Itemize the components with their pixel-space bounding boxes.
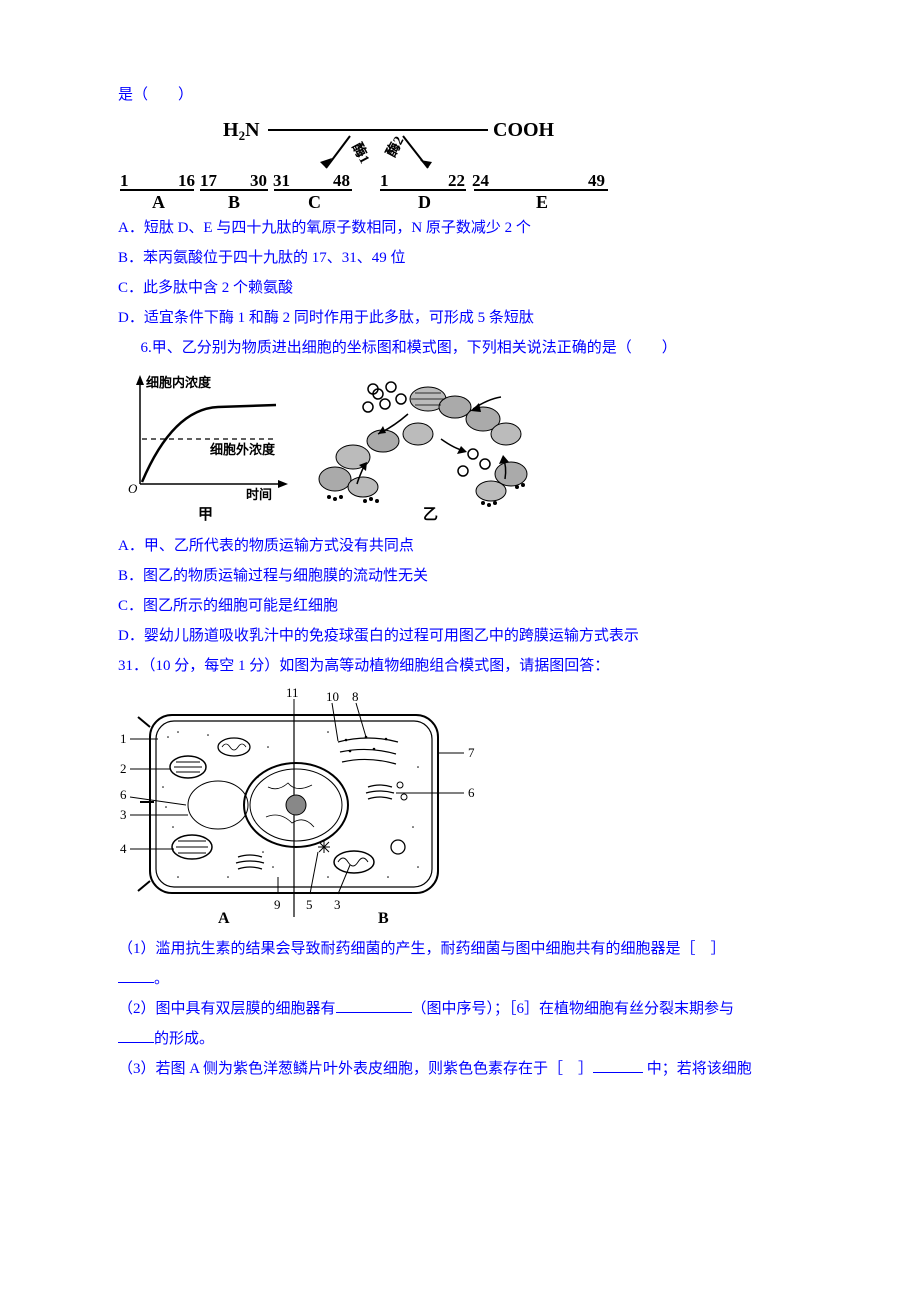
q31-part3: （3）若图 A 侧为紫色洋葱鳞片叶外表皮细胞，则紫色色素存在于［ ］ 中；若将该… <box>118 1054 800 1084</box>
q5-stem-tail: 是（ ） <box>118 80 800 110</box>
q31-p2a: （2）图中具有双层膜的细胞器有 <box>118 1001 336 1017</box>
svg-text:30: 30 <box>250 171 267 190</box>
q31-part1: （1）滥用抗生素的结果会导致耐药细菌的产生，耐药细菌与图中细胞共有的细胞器是［ … <box>118 934 800 964</box>
q31-p2b: （图中序号）；［6］在植物细胞有丝分裂末期参与 <box>412 1001 735 1017</box>
svg-text:细胞外浓度: 细胞外浓度 <box>210 442 276 457</box>
svg-text:乙: 乙 <box>423 507 438 523</box>
svg-text:A: A <box>152 192 165 211</box>
svg-text:3: 3 <box>120 807 127 822</box>
svg-text:4: 4 <box>120 841 127 856</box>
figure-cell: 1 2 6 3 4 11 10 8 7 6 9 5 3 A B <box>118 687 800 932</box>
svg-text:22: 22 <box>448 171 465 190</box>
q31-p3b: 中；若将该细胞 <box>643 1061 752 1077</box>
q31-part2: （2）图中具有双层膜的细胞器有 （图中序号）；［6］在植物细胞有丝分裂末期参与 <box>118 994 800 1024</box>
svg-text:7: 7 <box>468 745 475 760</box>
svg-text:31: 31 <box>273 171 290 190</box>
svg-text:C: C <box>308 192 321 211</box>
q6-option-b: B．图乙的物质运输过程与细胞膜的流动性无关 <box>118 561 800 591</box>
q5-option-c: C．此多肽中含 2 个赖氨酸 <box>118 273 800 303</box>
q6-stem: 6.甲、乙分别为物质进出细胞的坐标图和模式图，下列相关说法正确的是（ ） <box>118 333 800 363</box>
svg-text:1: 1 <box>120 171 129 190</box>
svg-text:2: 2 <box>120 761 127 776</box>
figure-49peptide: H2N COOH 酶1 酶2 1 16 17 30 31 48 1 22 24 … <box>118 116 800 211</box>
q31-p2c: 的形成。 <box>154 1031 214 1047</box>
svg-text:10: 10 <box>326 689 339 704</box>
svg-text:D: D <box>418 192 431 211</box>
svg-text:酶1: 酶1 <box>348 140 373 167</box>
svg-text:8: 8 <box>352 689 359 704</box>
svg-text:B: B <box>228 192 240 211</box>
svg-text:17: 17 <box>200 171 218 190</box>
svg-text:COOH: COOH <box>493 119 555 141</box>
svg-text:E: E <box>536 192 548 211</box>
q6-option-a: A．甲、乙所代表的物质运输方式没有共同点 <box>118 531 800 561</box>
figure-transport: 细胞内浓度 细胞外浓度 O 时间 甲 <box>118 369 800 529</box>
svg-text:O: O <box>128 481 138 496</box>
blank-1 <box>118 967 154 983</box>
svg-text:9: 9 <box>274 897 281 912</box>
svg-text:时间: 时间 <box>246 487 272 502</box>
svg-text:6: 6 <box>468 785 475 800</box>
blank-3 <box>118 1027 154 1043</box>
svg-text:5: 5 <box>306 897 313 912</box>
svg-text:A: A <box>218 910 230 927</box>
svg-text:3: 3 <box>334 897 341 912</box>
svg-text:49: 49 <box>588 171 605 190</box>
svg-text:甲: 甲 <box>198 506 213 523</box>
q5-option-a: A．短肽 D、E 与四十九肽的氧原子数相同，N 原子数减少 2 个 <box>118 213 800 243</box>
q31-p3a: （3）若图 A 侧为紫色洋葱鳞片叶外表皮细胞，则紫色色素存在于［ ］ <box>118 1061 593 1077</box>
q31-p1a: （1）滥用抗生素的结果会导致耐药细菌的产生，耐药细菌与图中细胞共有的细胞器是［ … <box>118 941 726 957</box>
svg-text:48: 48 <box>333 171 350 190</box>
blank-2 <box>336 997 412 1013</box>
blank-4 <box>593 1057 643 1073</box>
q31-part1b: 。 <box>118 964 800 994</box>
q31-part2b: 的形成。 <box>118 1024 800 1054</box>
svg-text:1: 1 <box>120 731 127 746</box>
svg-text:16: 16 <box>178 171 195 190</box>
q31-p1b-text: 。 <box>154 971 169 987</box>
q5-option-b: B．苯丙氨酸位于四十九肽的 17、31、49 位 <box>118 243 800 273</box>
svg-text:H2N: H2N <box>223 119 260 143</box>
svg-text:B: B <box>378 910 389 927</box>
q5-option-d: D．适宜条件下酶 1 和酶 2 同时作用于此多肽，可形成 5 条短肽 <box>118 303 800 333</box>
svg-text:24: 24 <box>472 171 490 190</box>
svg-text:细胞内浓度: 细胞内浓度 <box>146 375 212 390</box>
svg-text:1: 1 <box>380 171 389 190</box>
q6-option-c: C．图乙所示的细胞可能是红细胞 <box>118 591 800 621</box>
svg-text:6: 6 <box>120 787 127 802</box>
q31-stem: 31．（10 分，每空 1 分）如图为高等动植物细胞组合模式图，请据图回答： <box>118 651 800 681</box>
q6-option-d: D．婴幼儿肠道吸收乳汁中的免疫球蛋白的过程可用图乙中的跨膜运输方式表示 <box>118 621 800 651</box>
svg-text:11: 11 <box>286 687 299 700</box>
